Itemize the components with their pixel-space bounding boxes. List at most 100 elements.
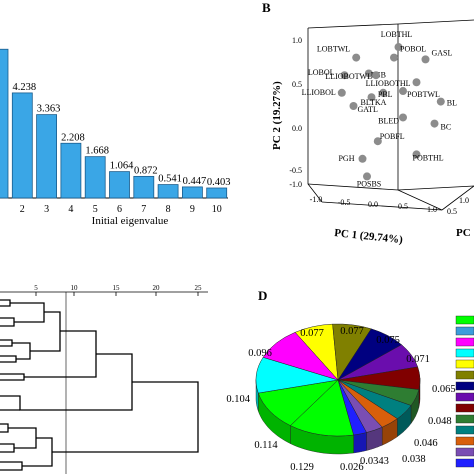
pca-label-bled: BLED xyxy=(378,116,399,125)
bar-value-label-6: 1.064 xyxy=(110,161,134,172)
bar-2 xyxy=(11,92,33,199)
pca-x-axis-label: PC 1 (29.74%) xyxy=(334,227,404,246)
pca-label-lliobothl: LLIOBOTHL xyxy=(366,79,411,88)
pca-label-pobthl: POBTHL xyxy=(413,153,444,162)
pca-x-tick-2: 0.0 xyxy=(368,200,378,209)
pca-label-gasl: GASL xyxy=(432,48,453,57)
pie-value-label-5: 0.048 xyxy=(428,416,452,427)
pca-x-tick-0: -1.0 xyxy=(310,195,323,204)
pca-point-pobthl xyxy=(412,150,421,159)
pie-slice-13 xyxy=(262,332,339,381)
bar-tick-label-10: 10 xyxy=(212,204,222,215)
pie-legend-swatch-9 xyxy=(455,414,474,424)
bar-value-label-5: 1.668 xyxy=(85,146,109,157)
pie-legend-swatch-3 xyxy=(455,348,474,358)
bar-8 xyxy=(157,184,179,199)
pca-point-gasl xyxy=(421,55,430,64)
pie-value-label-12: 0.104 xyxy=(226,394,250,405)
pca-label-posbs: POSBS xyxy=(357,179,381,188)
pca-label-bltka: BLTKA xyxy=(361,98,387,107)
bar-value-label-10: 0.403 xyxy=(207,177,231,188)
pca-point-pobol xyxy=(390,53,398,62)
bar-value-label-2: 4.238 xyxy=(12,82,36,93)
pca-x-tick-1: -0.5 xyxy=(338,198,351,207)
pca-label-lliobotwl: LLIOBOTWL xyxy=(325,72,372,81)
dendro-tick-label-15: 15 xyxy=(113,284,121,292)
bar-tick-label-9: 9 xyxy=(190,204,195,215)
pie-value-label-4: 0.065 xyxy=(432,384,456,395)
dendro-tick-label-10: 10 xyxy=(71,284,79,292)
pie-legend-swatch-11 xyxy=(455,436,474,446)
pca-point-lliobotwl xyxy=(372,71,380,80)
pie-legend-swatch-0 xyxy=(455,315,474,325)
dendrogram-panel: 5 10 15 20 25 xyxy=(0,284,208,474)
pca-label-lobol: LOBOL xyxy=(308,68,335,77)
pca-label-pobtwl: POBTWL xyxy=(407,90,440,99)
pca-point-bl xyxy=(436,97,445,106)
pca-point-lobthl xyxy=(394,43,403,52)
pie-value-label-7: 0.038 xyxy=(402,454,426,465)
pie-legend-swatch-5 xyxy=(455,370,474,380)
bar-tick-label-8: 8 xyxy=(166,204,171,215)
pca-label-bc: BC xyxy=(441,123,452,132)
dendro-tick-label-5: 5 xyxy=(34,284,38,292)
panel-letter-d: D xyxy=(258,288,267,303)
pie-legend-swatch-12 xyxy=(455,447,474,457)
pca-z-tick-1: 0.5 xyxy=(447,207,457,216)
pie-value-label-0: 0.077 xyxy=(300,328,324,339)
bar-x-axis-label: Initial eigenvalue xyxy=(92,215,169,227)
pca-z-axis-label: PC xyxy=(456,227,471,239)
bar-5 xyxy=(84,156,106,199)
pca-point-gatl xyxy=(349,102,358,110)
pie-legend-swatch-2 xyxy=(455,337,474,347)
pca-point-posbs xyxy=(363,172,371,181)
bar-tick-label-7: 7 xyxy=(141,204,146,215)
pca-label-lobtwl: LOBTWL xyxy=(317,45,350,54)
pie-legend-swatch-1 xyxy=(455,326,474,336)
bar-value-label-4: 2.208 xyxy=(61,132,85,143)
pca-y-tick-3: -0.5 xyxy=(289,166,302,175)
bar-value-label-9: 0.447 xyxy=(183,176,207,187)
pca-3d-box xyxy=(307,19,474,211)
pca-z-tick-0: 1.0 xyxy=(459,196,469,205)
bar-tick-label-6: 6 xyxy=(117,204,122,215)
pca-label-pgh: PGH xyxy=(338,154,354,163)
pca-x-tick-4: 1.0 xyxy=(427,205,437,214)
pca-y-tick-1: 0.5 xyxy=(292,80,302,89)
pie-side-9 xyxy=(353,432,367,454)
bar-3 xyxy=(36,114,57,199)
pca-point-lobol xyxy=(340,71,349,80)
pie-value-label-9: 0.026 xyxy=(340,462,364,473)
bar-value-label-8: 0.541 xyxy=(158,174,182,185)
pca-point-pgh xyxy=(358,154,367,163)
pca-y-tick-2: 0.0 xyxy=(292,124,302,133)
bar-tick-label-2: 2 xyxy=(20,204,25,215)
pca-label-bl: BL xyxy=(447,99,457,108)
pie-chart-panel: D 0.077 0.077 0.075 0.071 0.065 0.048 0.046 0.0… xyxy=(226,288,474,473)
pca-point-bsb xyxy=(364,69,373,78)
pie-value-label-8: 0.0343 xyxy=(360,456,389,467)
pie-value-label-2: 0.075 xyxy=(376,335,400,346)
pca-point-pbl xyxy=(379,88,388,97)
pca-point-lliobol xyxy=(337,88,346,97)
pie-legend-swatch-8 xyxy=(455,403,474,413)
pca-label-pobol: POBOL xyxy=(400,45,426,54)
bar-10 xyxy=(206,187,228,199)
bar-value-label-7: 0.872 xyxy=(134,165,158,176)
bar-7 xyxy=(133,175,155,199)
bar-4 xyxy=(60,142,82,199)
pie-value-label-6: 0.046 xyxy=(414,438,438,449)
pie-value-label-11: 0.114 xyxy=(254,440,278,451)
pie-legend-swatch-4 xyxy=(455,359,474,369)
pca-point-bc xyxy=(430,119,439,128)
pca-label-lliobol: LLIOBOL xyxy=(302,88,336,97)
pca-scatter-panel: B 1.00.50.0-0.5-1.0 -1.0 -0.5 0.0 0.5 1.0 1.… xyxy=(262,0,474,246)
pie-legend-swatch-7 xyxy=(455,392,474,402)
pca-label-gatl: GATL xyxy=(358,105,379,114)
pca-point-lliobothl xyxy=(412,78,421,87)
pie-legend-swatch-13 xyxy=(455,458,474,468)
pca-label-lobthl: LOBTHL xyxy=(381,30,413,39)
panel-letter-b: B xyxy=(262,0,271,15)
